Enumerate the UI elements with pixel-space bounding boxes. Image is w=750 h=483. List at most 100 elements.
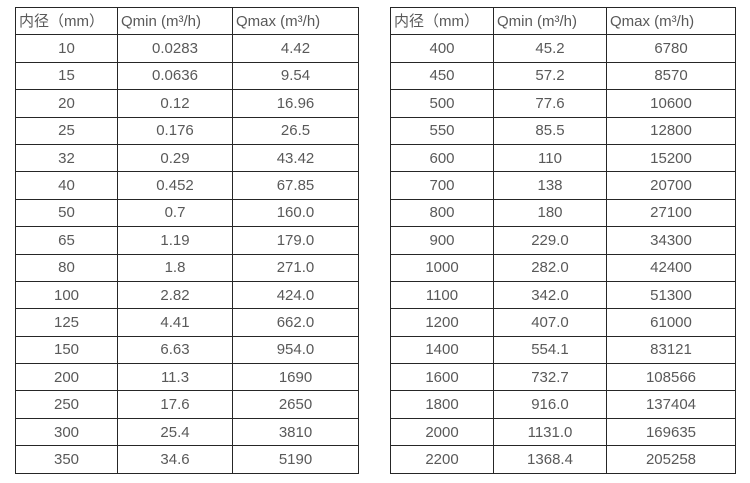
table-cell: 45.2	[493, 34, 607, 63]
table-row: 100 2.82 424.0	[15, 280, 359, 310]
table-row: 150 6.63 954.0	[15, 335, 359, 365]
table-cell: 0.0283	[117, 34, 233, 63]
table-row: 65 1.19 179.0	[15, 226, 359, 255]
table-cell: 400	[390, 34, 494, 63]
table-cell: 0.12	[117, 89, 233, 118]
table-cell: 1368.4	[493, 445, 607, 474]
flow-table-left: 内径（mm） Qmin (m³/h) Qmax (m³/h) 10 0.0283 4…	[15, 6, 359, 474]
header-qmax: Qmax (m³/h)	[606, 6, 736, 36]
table-cell: 554.1	[493, 335, 607, 365]
table-cell: 600	[390, 143, 494, 173]
table-cell: 11.3	[117, 363, 233, 392]
table-cell: 10600	[606, 89, 736, 118]
table-cell: 138	[493, 171, 607, 200]
table-cell: 9.54	[232, 61, 359, 91]
table-cell: 8570	[606, 61, 736, 91]
table-cell: 1690	[232, 363, 359, 392]
table-cell: 17.6	[117, 390, 233, 419]
table-cell: 6780	[606, 34, 736, 63]
table-row: 125 4.41 662.0	[15, 308, 359, 337]
table-cell: 3810	[232, 417, 359, 447]
flow-table-right: 内径（mm） Qmin (m³/h) Qmax (m³/h) 400 45.2 67…	[390, 6, 736, 474]
table-cell: 1800	[390, 390, 494, 419]
table-cell: 110	[493, 143, 607, 173]
table-cell: 50	[15, 198, 118, 228]
table-row: 50 0.7 160.0	[15, 198, 359, 228]
table-row: 800 180 27100	[390, 198, 736, 228]
table-cell: 179.0	[232, 226, 359, 255]
table-row: 700 138 20700	[390, 171, 736, 200]
table-header-row: 内径（mm） Qmin (m³/h) Qmax (m³/h)	[15, 6, 359, 36]
table-cell: 0.29	[117, 143, 233, 173]
table-row: 20 0.12 16.96	[15, 89, 359, 118]
table-cell: 5190	[232, 445, 359, 474]
table-cell: 26.5	[232, 116, 359, 145]
table-row: 25 0.176 26.5	[15, 116, 359, 145]
table-cell: 1200	[390, 308, 494, 337]
table-cell: 15	[15, 61, 118, 91]
table-body-1: 400 45.2 6780 450 57.2 8570 500 77.6 10600 550 85.…	[390, 34, 736, 474]
table-cell: 137404	[606, 390, 736, 419]
table-row: 2000 1131.0 169635	[390, 417, 736, 447]
table-cell: 51300	[606, 280, 736, 310]
table-row: 400 45.2 6780	[390, 34, 736, 63]
table-cell: 407.0	[493, 308, 607, 337]
table-cell: 42400	[606, 253, 736, 282]
table-cell: 25.4	[117, 417, 233, 447]
table-row: 250 17.6 2650	[15, 390, 359, 419]
header-qmax: Qmax (m³/h)	[232, 6, 359, 36]
table-cell: 662.0	[232, 308, 359, 337]
table-cell: 4.41	[117, 308, 233, 337]
table-row: 1800 916.0 137404	[390, 390, 736, 419]
table-cell: 500	[390, 89, 494, 118]
table-cell: 1000	[390, 253, 494, 282]
table-cell: 0.452	[117, 171, 233, 200]
table-cell: 85.5	[493, 116, 607, 145]
table-cell: 205258	[606, 445, 736, 474]
header-qmin: Qmin (m³/h)	[117, 6, 233, 36]
header-diameter: 内径（mm）	[390, 6, 494, 36]
table-row: 10 0.0283 4.42	[15, 34, 359, 63]
table-row: 200 11.3 1690	[15, 363, 359, 392]
table-cell: 282.0	[493, 253, 607, 282]
table-cell: 43.42	[232, 143, 359, 173]
table-cell: 32	[15, 143, 118, 173]
table-cell: 1100	[390, 280, 494, 310]
table-cell: 80	[15, 253, 118, 282]
table-row: 550 85.5 12800	[390, 116, 736, 145]
table-cell: 2200	[390, 445, 494, 474]
table-cell: 61000	[606, 308, 736, 337]
table-row: 1400 554.1 83121	[390, 335, 736, 365]
table-cell: 1131.0	[493, 417, 607, 447]
table-cell: 1600	[390, 363, 494, 392]
table-row: 500 77.6 10600	[390, 89, 736, 118]
table-cell: 0.176	[117, 116, 233, 145]
table-body-0: 10 0.0283 4.42 15 0.0636 9.54 20 0.12 16.96 25 0.1…	[15, 34, 359, 474]
table-cell: 200	[15, 363, 118, 392]
table-cell: 67.85	[232, 171, 359, 200]
table-cell: 57.2	[493, 61, 607, 91]
table-cell: 732.7	[493, 363, 607, 392]
table-cell: 34.6	[117, 445, 233, 474]
table-cell: 800	[390, 198, 494, 228]
table-cell: 40	[15, 171, 118, 200]
table-cell: 108566	[606, 363, 736, 392]
table-cell: 150	[15, 335, 118, 365]
table-header-row: 内径（mm） Qmin (m³/h) Qmax (m³/h)	[390, 6, 736, 36]
table-cell: 954.0	[232, 335, 359, 365]
table-cell: 2650	[232, 390, 359, 419]
table-cell: 1.19	[117, 226, 233, 255]
table-row: 1100 342.0 51300	[390, 280, 736, 310]
table-row: 1600 732.7 108566	[390, 363, 736, 392]
table-cell: 2.82	[117, 280, 233, 310]
table-cell: 0.7	[117, 198, 233, 228]
table-cell: 12800	[606, 116, 736, 145]
table-cell: 65	[15, 226, 118, 255]
table-cell: 916.0	[493, 390, 607, 419]
table-cell: 0.0636	[117, 61, 233, 91]
table-cell: 271.0	[232, 253, 359, 282]
table-row: 1200 407.0 61000	[390, 308, 736, 337]
table-cell: 424.0	[232, 280, 359, 310]
table-row: 600 110 15200	[390, 143, 736, 173]
table-cell: 15200	[606, 143, 736, 173]
